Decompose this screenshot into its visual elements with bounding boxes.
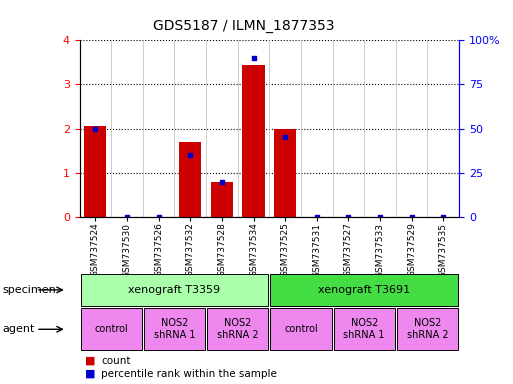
Point (249, 55, 258, 61)
Text: agent: agent (3, 324, 35, 334)
Text: count: count (101, 356, 131, 366)
Point (439, 214, 447, 220)
Text: xenograft T3359: xenograft T3359 (128, 285, 221, 295)
Point (312, 214, 321, 220)
Text: percentile rank within the sample: percentile rank within the sample (101, 369, 277, 379)
Text: NOS2
shRNA 2: NOS2 shRNA 2 (217, 318, 259, 340)
Bar (243, 65, 265, 217)
Point (186, 152, 194, 158)
Bar (211, 182, 233, 217)
Point (123, 214, 131, 220)
Text: ■: ■ (85, 356, 95, 366)
Bar (179, 142, 201, 217)
Text: specimen: specimen (3, 285, 56, 295)
Text: ■: ■ (85, 369, 95, 379)
Text: xenograft T3691: xenograft T3691 (318, 285, 410, 295)
Point (218, 179, 226, 185)
Bar (84, 126, 106, 217)
Point (376, 214, 384, 220)
Text: NOS2
shRNA 1: NOS2 shRNA 1 (344, 318, 385, 340)
Text: GDS5187 / ILMN_1877353: GDS5187 / ILMN_1877353 (153, 19, 334, 33)
Text: control: control (284, 324, 318, 334)
Bar (274, 129, 296, 217)
Point (281, 134, 289, 141)
Point (344, 214, 352, 220)
Text: NOS2
shRNA 2: NOS2 shRNA 2 (407, 318, 448, 340)
Text: NOS2
shRNA 1: NOS2 shRNA 1 (154, 318, 195, 340)
Point (91, 126, 100, 132)
Text: control: control (94, 324, 128, 334)
Point (407, 214, 416, 220)
Point (154, 214, 163, 220)
